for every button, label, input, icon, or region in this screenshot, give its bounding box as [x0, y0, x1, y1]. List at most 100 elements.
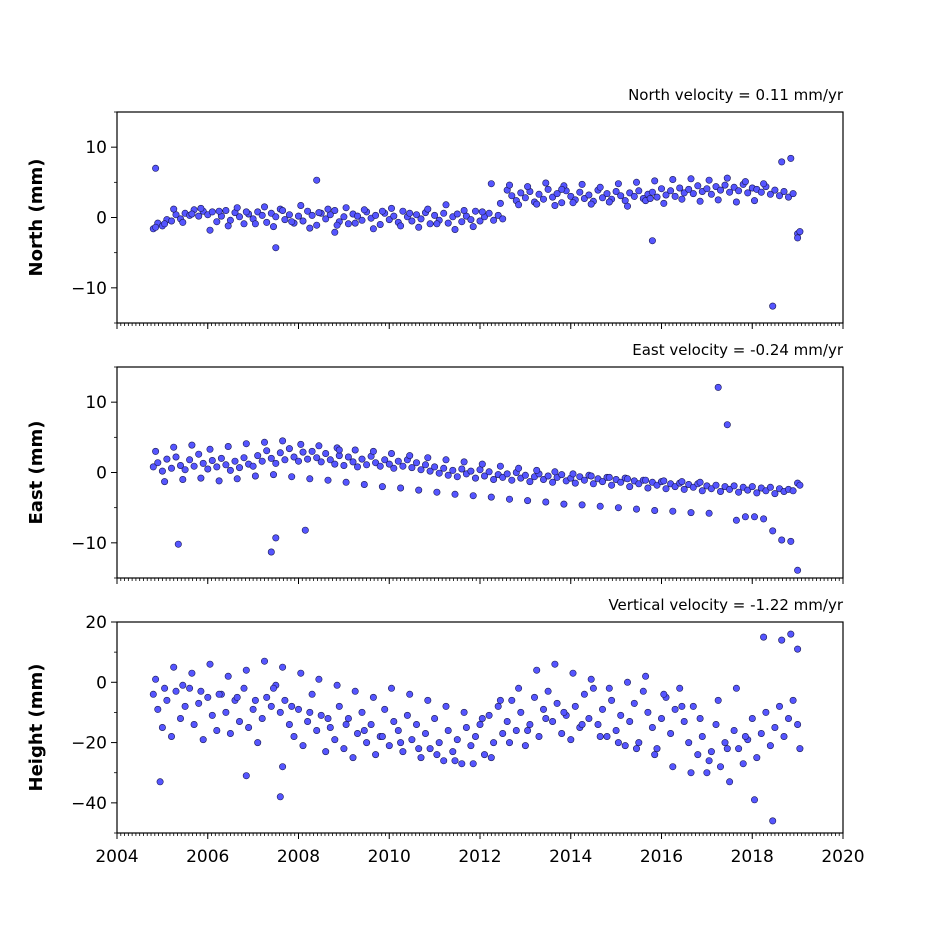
height-point [313, 726, 321, 734]
height-point [188, 669, 196, 677]
north-point [313, 176, 321, 184]
north-point [358, 216, 366, 224]
east-point [748, 483, 756, 491]
north-point [397, 222, 405, 230]
north-point [269, 223, 277, 231]
height-y-tick-label: −40 [71, 794, 107, 814]
east-point [226, 466, 234, 474]
north-point [632, 178, 640, 186]
height-point [412, 720, 420, 728]
north-point [626, 189, 634, 197]
east-point [496, 462, 504, 470]
east-point [397, 484, 405, 492]
height-point [794, 645, 802, 653]
east-point [163, 455, 171, 463]
north-point [766, 190, 774, 198]
height-point [156, 778, 164, 786]
east-point [317, 458, 325, 466]
east-point [381, 456, 389, 464]
north-point [499, 215, 507, 223]
height-point [512, 726, 520, 734]
east-point [360, 480, 368, 488]
height-point [406, 690, 414, 698]
north-point [467, 216, 475, 224]
east-point [358, 455, 366, 463]
height-point [251, 696, 259, 704]
north-y-axis-label: North (mm) [26, 159, 47, 277]
east-point [279, 437, 287, 445]
north-point [342, 204, 350, 212]
height-point [503, 717, 511, 725]
height-point [549, 717, 557, 725]
height-point [326, 723, 334, 731]
height-point [757, 729, 765, 737]
height-point [458, 760, 466, 768]
north-point [485, 209, 493, 217]
height-point [621, 742, 629, 750]
height-point [741, 732, 749, 740]
east-point [460, 458, 468, 466]
height-point [387, 684, 395, 692]
height-point [771, 723, 779, 731]
north-point [331, 207, 339, 215]
east-point [453, 473, 461, 481]
east-point [204, 465, 212, 473]
height-point [186, 684, 194, 692]
height-point [644, 708, 652, 716]
height-point [294, 705, 302, 713]
east-point [578, 501, 586, 509]
north-point [179, 218, 187, 226]
height-point [739, 760, 747, 768]
north-point [233, 204, 241, 212]
north-point [279, 207, 287, 215]
height-point [623, 678, 631, 686]
height-point [154, 705, 162, 713]
height-point [485, 711, 493, 719]
east-point [281, 456, 289, 464]
east-point [399, 462, 407, 470]
east-point [778, 536, 786, 544]
north-point [344, 220, 352, 228]
east-point [335, 446, 343, 454]
height-point [276, 708, 284, 716]
east-point [467, 467, 475, 475]
east-point [301, 526, 309, 534]
height-point [408, 736, 416, 744]
north-point [714, 196, 722, 204]
height-point [499, 729, 507, 737]
height-point [199, 736, 207, 744]
east-point [608, 481, 616, 489]
north-point [208, 208, 216, 216]
height-point [496, 696, 504, 704]
height-point [603, 732, 611, 740]
north-point [794, 234, 802, 242]
east-point [503, 470, 511, 478]
height-point [297, 669, 305, 677]
height-point [351, 687, 359, 695]
height-point [660, 690, 668, 698]
north-title: North velocity = 0.11 mm/yr [628, 86, 844, 104]
north-point [771, 186, 779, 194]
height-point [381, 705, 389, 713]
height-point [444, 726, 452, 734]
east-point [576, 473, 584, 481]
north-point [721, 181, 729, 189]
north-point [215, 207, 223, 215]
north-point [224, 222, 232, 230]
height-point [179, 681, 187, 689]
north-point [478, 208, 486, 216]
east-point [794, 566, 802, 574]
height-point [596, 732, 604, 740]
height-point [694, 751, 702, 759]
height-point [403, 711, 411, 719]
east-point [294, 457, 302, 465]
height-point [750, 796, 758, 804]
east-point [469, 492, 477, 500]
east-point [217, 454, 225, 462]
height-point [689, 702, 697, 710]
height-point [208, 711, 216, 719]
height-point [372, 751, 380, 759]
east-point [490, 475, 498, 483]
north-point [587, 200, 595, 208]
north-point [784, 193, 792, 201]
